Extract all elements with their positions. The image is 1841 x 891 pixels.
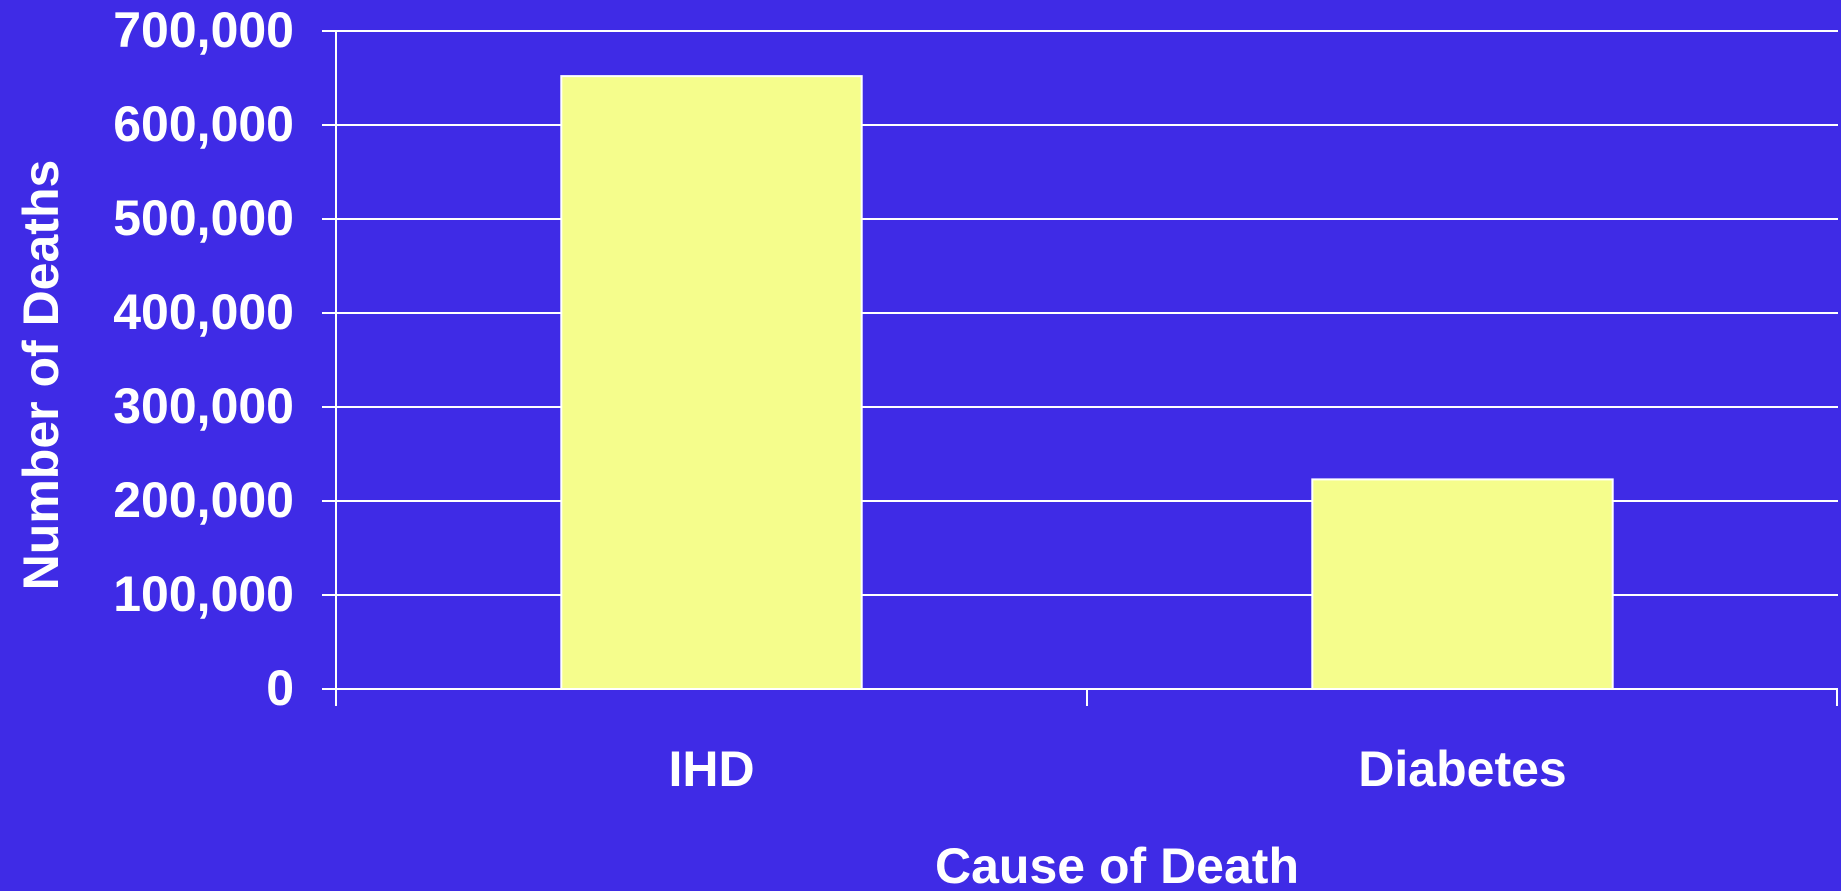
x-tick-labels: IHD Diabetes xyxy=(668,741,1566,797)
y-tick-label: 400,000 xyxy=(113,284,294,340)
y-tick-labels: 0 100,000 200,000 300,000 400,000 500,000 600,… xyxy=(113,2,294,716)
y-axis-label: Number of Deaths xyxy=(13,160,69,591)
bar-ihd xyxy=(560,75,863,691)
x-axis-label: Cause of Death xyxy=(935,838,1299,891)
bars xyxy=(560,75,1614,691)
axes xyxy=(335,31,1838,706)
y-tick-label: 0 xyxy=(266,660,294,716)
y-tick-label: 500,000 xyxy=(113,190,294,246)
bar-diabetes xyxy=(1311,478,1614,690)
y-tick-label: 600,000 xyxy=(113,96,294,152)
y-tick-label: 100,000 xyxy=(113,566,294,622)
y-tick-label: 200,000 xyxy=(113,472,294,528)
x-tick-label: IHD xyxy=(668,741,754,797)
x-tick-label: Diabetes xyxy=(1358,741,1566,797)
y-tick-label: 700,000 xyxy=(113,2,294,58)
y-tick-label: 300,000 xyxy=(113,378,294,434)
